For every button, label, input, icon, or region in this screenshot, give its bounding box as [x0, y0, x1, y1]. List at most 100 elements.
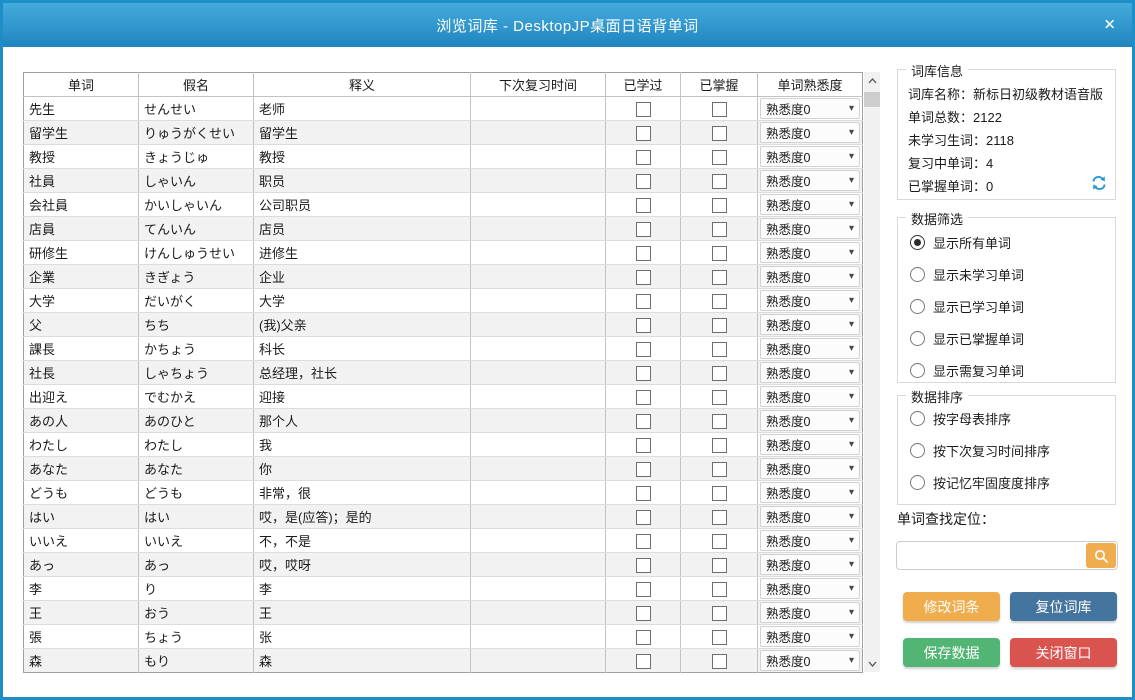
cell-meaning[interactable]: 那个人: [253, 408, 471, 433]
learned-checkbox[interactable]: [635, 173, 651, 189]
cell-kana[interactable]: ちち: [138, 312, 254, 337]
familiarity-dropdown[interactable]: 熟悉度0 ▾: [760, 314, 860, 335]
familiarity-dropdown[interactable]: 熟悉度0 ▾: [760, 434, 860, 455]
cell-meaning[interactable]: 哎，哎呀: [253, 552, 471, 577]
mastered-checkbox[interactable]: [711, 101, 727, 117]
cell-word[interactable]: 王: [23, 600, 139, 625]
cell-word[interactable]: 研修生: [23, 240, 139, 265]
mastered-checkbox[interactable]: [711, 509, 727, 525]
familiarity-dropdown[interactable]: 熟悉度0 ▾: [760, 458, 860, 479]
cell-next-review[interactable]: [470, 600, 606, 625]
learned-checkbox[interactable]: [635, 605, 651, 621]
table-row[interactable]: わたし わたし 我 熟悉度0 ▾: [23, 432, 863, 457]
learned-checkbox[interactable]: [635, 461, 651, 477]
learned-checkbox[interactable]: [635, 149, 651, 165]
cell-kana[interactable]: しゃちょう: [138, 360, 254, 385]
learned-checkbox[interactable]: [635, 629, 651, 645]
scroll-thumb[interactable]: [864, 92, 880, 107]
learned-checkbox[interactable]: [635, 389, 651, 405]
cell-next-review[interactable]: [470, 216, 606, 241]
cell-meaning[interactable]: 张: [253, 624, 471, 649]
familiarity-dropdown[interactable]: 熟悉度0 ▾: [760, 410, 860, 431]
familiarity-dropdown[interactable]: 熟悉度0 ▾: [760, 194, 860, 215]
mastered-checkbox[interactable]: [711, 365, 727, 381]
radio-icon[interactable]: [910, 330, 925, 346]
mastered-checkbox[interactable]: [711, 125, 727, 141]
radio-icon[interactable]: [910, 234, 925, 250]
mastered-checkbox[interactable]: [711, 437, 727, 453]
table-row[interactable]: 出迎え でむかえ 迎接 熟悉度0 ▾: [23, 384, 863, 409]
table-row[interactable]: 大学 だいがく 大学 熟悉度0 ▾: [23, 288, 863, 313]
familiarity-dropdown[interactable]: 熟悉度0 ▾: [760, 122, 860, 143]
cell-kana[interactable]: りゅうがくせい: [138, 120, 254, 145]
table-row[interactable]: あの人 あのひと 那个人 熟悉度0 ▾: [23, 408, 863, 433]
mastered-checkbox[interactable]: [711, 173, 727, 189]
learned-checkbox[interactable]: [635, 437, 651, 453]
cell-word[interactable]: 先生: [23, 96, 139, 121]
cell-meaning[interactable]: 哎，是(应答)；是的: [253, 504, 471, 529]
cell-kana[interactable]: どうも: [138, 480, 254, 505]
cell-meaning[interactable]: 留学生: [253, 120, 471, 145]
learned-checkbox[interactable]: [635, 269, 651, 285]
radio-icon[interactable]: [910, 298, 925, 314]
radio-icon[interactable]: [910, 266, 925, 282]
cell-next-review[interactable]: [470, 336, 606, 361]
familiarity-dropdown[interactable]: 熟悉度0 ▾: [760, 482, 860, 503]
cell-meaning[interactable]: 我: [253, 432, 471, 457]
cell-next-review[interactable]: [470, 528, 606, 553]
cell-meaning[interactable]: 公司职员: [253, 192, 471, 217]
mastered-checkbox[interactable]: [711, 413, 727, 429]
learned-checkbox[interactable]: [635, 101, 651, 117]
mastered-checkbox[interactable]: [711, 317, 727, 333]
cell-meaning[interactable]: 职员: [253, 168, 471, 193]
mastered-checkbox[interactable]: [711, 557, 727, 573]
mastered-checkbox[interactable]: [711, 293, 727, 309]
radio-icon[interactable]: [910, 362, 925, 378]
learned-checkbox[interactable]: [635, 221, 651, 237]
cell-meaning[interactable]: 大学: [253, 288, 471, 313]
familiarity-dropdown[interactable]: 熟悉度0 ▾: [760, 578, 860, 599]
cell-word[interactable]: あっ: [23, 552, 139, 577]
cell-next-review[interactable]: [470, 504, 606, 529]
mastered-checkbox[interactable]: [711, 149, 727, 165]
radio-option[interactable]: 显示需复习单词: [910, 354, 1115, 386]
cell-kana[interactable]: もり: [138, 648, 254, 673]
cell-meaning[interactable]: 店员: [253, 216, 471, 241]
table-row[interactable]: 研修生 けんしゅうせい 进修生 熟悉度0 ▾: [23, 240, 863, 265]
cell-next-review[interactable]: [470, 648, 606, 673]
mastered-checkbox[interactable]: [711, 629, 727, 645]
learned-checkbox[interactable]: [635, 341, 651, 357]
cell-kana[interactable]: あのひと: [138, 408, 254, 433]
cell-word[interactable]: あの人: [23, 408, 139, 433]
cell-meaning[interactable]: 科长: [253, 336, 471, 361]
mastered-checkbox[interactable]: [711, 485, 727, 501]
mastered-checkbox[interactable]: [711, 197, 727, 213]
table-row[interactable]: 会社員 かいしゃいん 公司职员 熟悉度0 ▾: [23, 192, 863, 217]
radio-option[interactable]: 显示已掌握单词: [910, 322, 1115, 354]
radio-icon[interactable]: [910, 410, 925, 426]
table-row[interactable]: 森 もり 森 熟悉度0 ▾: [23, 648, 863, 673]
learned-checkbox[interactable]: [635, 533, 651, 549]
cell-word[interactable]: 大学: [23, 288, 139, 313]
cell-word[interactable]: 課長: [23, 336, 139, 361]
familiarity-dropdown[interactable]: 熟悉度0 ▾: [760, 266, 860, 287]
save-data-button[interactable]: 保存数据: [903, 638, 1000, 667]
cell-word[interactable]: 張: [23, 624, 139, 649]
cell-word[interactable]: はい: [23, 504, 139, 529]
cell-next-review[interactable]: [470, 312, 606, 337]
learned-checkbox[interactable]: [635, 317, 651, 333]
learned-checkbox[interactable]: [635, 197, 651, 213]
table-row[interactable]: 留学生 りゅうがくせい 留学生 熟悉度0 ▾: [23, 120, 863, 145]
table-row[interactable]: どうも どうも 非常，很 熟悉度0 ▾: [23, 480, 863, 505]
table-row[interactable]: 企業 きぎょう 企业 熟悉度0 ▾: [23, 264, 863, 289]
mastered-checkbox[interactable]: [711, 341, 727, 357]
mastered-checkbox[interactable]: [711, 389, 727, 405]
cell-kana[interactable]: きぎょう: [138, 264, 254, 289]
radio-option[interactable]: 按下次复习时间排序: [910, 434, 1115, 466]
cell-kana[interactable]: きょうじゅ: [138, 144, 254, 169]
cell-kana[interactable]: てんいん: [138, 216, 254, 241]
cell-kana[interactable]: かいしゃいん: [138, 192, 254, 217]
cell-meaning[interactable]: 不，不是: [253, 528, 471, 553]
table-row[interactable]: いいえ いいえ 不，不是 熟悉度0 ▾: [23, 528, 863, 553]
table-row[interactable]: 先生 せんせい 老师 熟悉度0 ▾: [23, 96, 863, 121]
